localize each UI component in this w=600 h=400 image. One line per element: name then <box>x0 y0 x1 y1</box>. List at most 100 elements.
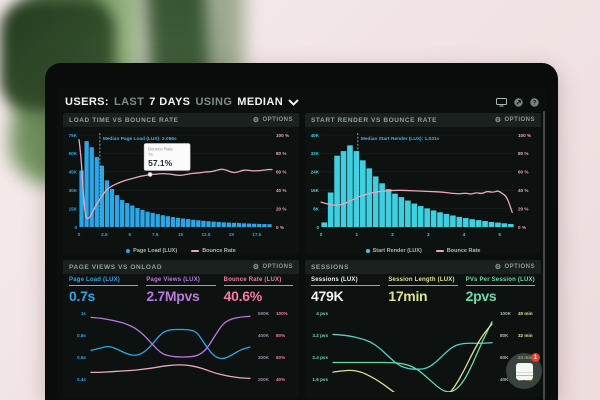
svg-text:80 %: 80 % <box>518 151 528 156</box>
dot-marker <box>126 249 131 253</box>
screenshot-thumbnail[interactable]: 1 <box>506 353 542 389</box>
metric-label: Page Views (LUX) <box>146 277 201 283</box>
svg-text:40%: 40% <box>276 377 285 382</box>
svg-text:2.5: 2.5 <box>101 232 108 237</box>
metric-underline <box>223 285 293 286</box>
options-button[interactable]: ⚙ OPTIONS <box>494 116 535 124</box>
panel-title: PAGE VIEWS VS ONLOAD <box>69 263 163 271</box>
legend-item[interactable]: Bounce Rate <box>191 248 236 254</box>
dashboard-screen: USERS: LAST 7 DAYS USING MEDIAN <box>57 87 547 400</box>
legend-item[interactable]: Bounce Rate <box>435 248 481 254</box>
share-icon[interactable] <box>514 97 523 107</box>
svg-text:0: 0 <box>78 232 81 237</box>
svg-text:4 pvs: 4 pvs <box>316 311 328 316</box>
metric-label: Page Load (LUX) <box>69 277 121 283</box>
gear-icon: ⚙ <box>252 116 260 124</box>
users-range-dropdown[interactable]: USERS: LAST 7 DAYS USING MEDIAN <box>65 96 299 108</box>
metric-underline <box>388 285 458 286</box>
svg-text:30K: 30K <box>69 188 78 193</box>
svg-text:0: 0 <box>74 225 77 230</box>
metric-value: 0.7s <box>69 288 96 304</box>
metric-pvs-per-session: PVs Per Session (LUX) 2pvs <box>465 277 535 304</box>
legend-label: Page Load (LUX) <box>133 248 178 254</box>
svg-text:3: 3 <box>427 232 430 237</box>
metric-session-length: Session Length (LUX) 17min <box>388 277 458 304</box>
svg-text:24K: 24K <box>311 170 320 175</box>
legend-item[interactable]: Page Load (LUX) <box>126 248 177 254</box>
svg-text:7s: 7s <box>148 152 153 157</box>
metric-row: Page Load (LUX) 0.7s Page Views (LUX) 2.… <box>63 274 299 304</box>
svg-text:3.2 pvs: 3.2 pvs <box>312 333 328 338</box>
page-views-line-chart: 1s 0.8s 0.6s 0.4s 500K 100% 400K 80% 300K 60% 200K… <box>77 311 288 382</box>
legend-label: Bounce Rate <box>446 248 481 254</box>
svg-text:2.4 pvs: 2.4 pvs <box>312 355 328 360</box>
svg-text:1.6 pvs: 1.6 pvs <box>312 377 328 382</box>
users-label: USERS: <box>65 96 109 108</box>
svg-text:1s: 1s <box>81 311 87 316</box>
svg-text:7.5: 7.5 <box>152 232 159 237</box>
svg-text:80K: 80K <box>500 333 509 338</box>
metric-row: Sessions (LUX) 479K Session Length (LUX)… <box>305 274 541 304</box>
load-time-histogram-chart: 75K 60K 45K 30K 15K 0 100 % 80 % 60 % 40 % 20 % 0 %… <box>69 133 289 237</box>
svg-text:40K: 40K <box>311 133 320 138</box>
metric-label: PVs Per Session (LUX) <box>465 277 535 283</box>
svg-text:0.8s: 0.8s <box>77 333 86 338</box>
svg-text:100K: 100K <box>500 311 512 316</box>
svg-text:200K: 200K <box>258 377 270 382</box>
display-icon[interactable] <box>496 97 507 107</box>
metric-value: 2.7Mpvs <box>146 288 200 304</box>
svg-text:80%: 80% <box>276 333 285 338</box>
svg-text:4: 4 <box>463 232 466 237</box>
svg-text:0: 0 <box>316 225 319 230</box>
options-button[interactable]: ⚙ OPTIONS <box>252 116 293 124</box>
panel-grid: LOAD TIME VS BOUNCE RATE ⚙ OPTIONS 75K 60… <box>63 113 541 397</box>
svg-text:0.4s: 0.4s <box>77 377 86 382</box>
svg-text:60%: 60% <box>276 355 285 360</box>
svg-text:80 %: 80 % <box>276 151 286 156</box>
note-icon <box>515 362 533 380</box>
metric-underline <box>69 285 139 286</box>
dash-marker <box>191 250 200 252</box>
scrollbar[interactable] <box>543 111 545 400</box>
svg-text:0: 0 <box>320 232 323 237</box>
panel-title: START RENDER VS BOUNCE RATE <box>311 116 438 124</box>
metric-value: 17min <box>388 288 428 304</box>
svg-text:15K: 15K <box>69 206 78 211</box>
metric-underline <box>146 285 216 286</box>
options-button[interactable]: ⚙ OPTIONS <box>252 263 293 271</box>
svg-text:45K: 45K <box>69 170 78 175</box>
panel-title: SESSIONS <box>311 263 350 271</box>
metric-page-load: Page Load (LUX) 0.7s <box>69 277 139 304</box>
panel-load-time-vs-bounce-rate: LOAD TIME VS BOUNCE RATE ⚙ OPTIONS 75K 60… <box>63 113 299 254</box>
chevron-down-icon <box>288 98 299 106</box>
legend-label: Start Render (LUX) <box>372 248 422 254</box>
options-button[interactable]: ⚙ OPTIONS <box>494 263 535 271</box>
svg-text:8K: 8K <box>313 206 320 211</box>
svg-text:57.1%: 57.1% <box>148 158 173 168</box>
svg-text:300K: 300K <box>258 355 270 360</box>
svg-text:15: 15 <box>229 232 235 237</box>
gear-icon: ⚙ <box>252 263 260 271</box>
metric-value: 2pvs <box>465 288 497 304</box>
svg-text:60 %: 60 % <box>276 170 286 175</box>
svg-text:100 %: 100 % <box>518 133 531 138</box>
metric-underline <box>311 285 381 286</box>
panel-page-views-vs-onload: PAGE VIEWS VS ONLOAD ⚙ OPTIONS Page Load… <box>63 260 299 397</box>
svg-text:Bounce Rate: Bounce Rate <box>148 146 173 151</box>
svg-text:60K: 60K <box>500 355 509 360</box>
svg-text:2: 2 <box>391 232 394 237</box>
chart-legend: Page Load (LUX) Bounce Rate <box>63 245 299 254</box>
svg-text:0 %: 0 % <box>276 225 284 230</box>
svg-text:0 %: 0 % <box>518 225 526 230</box>
svg-text:20 %: 20 % <box>518 206 528 211</box>
svg-text:10: 10 <box>178 232 184 237</box>
metric-label: Session Length (LUX) <box>388 277 455 283</box>
days-label: 7 DAYS <box>149 96 191 108</box>
help-icon[interactable]: ? <box>530 97 539 107</box>
gear-icon: ⚙ <box>494 263 502 271</box>
last-label: LAST <box>113 96 145 108</box>
notification-badge: 1 <box>531 353 540 362</box>
svg-text:75K: 75K <box>69 133 78 138</box>
legend-item[interactable]: Start Render (LUX) <box>365 248 422 254</box>
